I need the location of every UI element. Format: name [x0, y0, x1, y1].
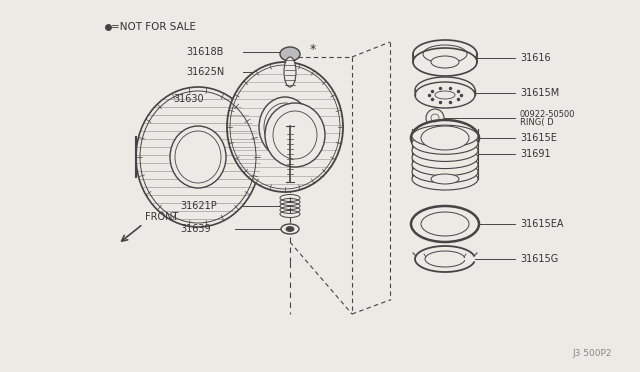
Ellipse shape: [415, 82, 475, 108]
Ellipse shape: [431, 56, 459, 68]
Text: 31621P: 31621P: [180, 201, 217, 211]
Ellipse shape: [280, 47, 300, 61]
Ellipse shape: [421, 212, 469, 236]
Text: FRONT: FRONT: [145, 212, 179, 222]
Ellipse shape: [265, 103, 325, 167]
Text: 31630: 31630: [173, 94, 204, 104]
Ellipse shape: [411, 206, 479, 242]
Text: *: *: [310, 42, 316, 55]
Text: 31615EA: 31615EA: [520, 219, 563, 229]
Text: 31639: 31639: [180, 224, 211, 234]
Text: =NOT FOR SALE: =NOT FOR SALE: [111, 22, 196, 32]
Text: RING( D: RING( D: [520, 118, 554, 126]
Ellipse shape: [431, 174, 459, 184]
Ellipse shape: [412, 140, 478, 161]
Ellipse shape: [412, 147, 478, 169]
Text: J3 500P2: J3 500P2: [573, 350, 612, 359]
Ellipse shape: [227, 62, 343, 192]
Ellipse shape: [412, 125, 478, 147]
Text: 31616: 31616: [520, 53, 550, 63]
Ellipse shape: [421, 126, 469, 150]
Text: 31691: 31691: [520, 149, 550, 159]
Ellipse shape: [412, 168, 478, 190]
Text: 31615E: 31615E: [520, 133, 557, 143]
Text: 00922-50500: 00922-50500: [520, 109, 575, 119]
Ellipse shape: [286, 227, 294, 231]
Ellipse shape: [413, 40, 477, 68]
Text: 31625N: 31625N: [186, 67, 224, 77]
Ellipse shape: [435, 91, 455, 99]
Text: 31618: 31618: [180, 149, 211, 159]
Ellipse shape: [412, 154, 478, 176]
Ellipse shape: [170, 126, 226, 188]
Ellipse shape: [412, 132, 478, 154]
Ellipse shape: [281, 224, 299, 234]
Ellipse shape: [284, 57, 296, 87]
Ellipse shape: [411, 120, 479, 156]
Text: 31615G: 31615G: [520, 254, 558, 264]
Ellipse shape: [426, 109, 444, 127]
Ellipse shape: [136, 87, 260, 227]
Text: 31615M: 31615M: [520, 88, 559, 98]
Text: 31618B: 31618B: [186, 47, 223, 57]
Ellipse shape: [415, 77, 475, 103]
Ellipse shape: [413, 48, 477, 76]
Ellipse shape: [259, 97, 311, 157]
Ellipse shape: [412, 161, 478, 183]
